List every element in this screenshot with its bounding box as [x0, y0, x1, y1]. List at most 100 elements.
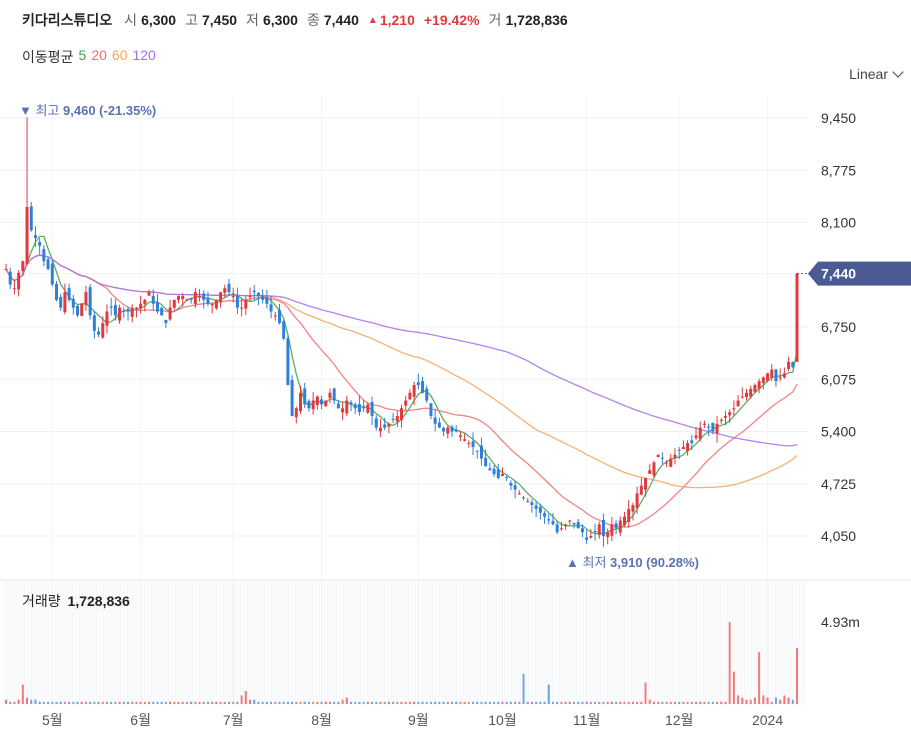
ma-line-120	[5, 254, 798, 447]
scale-label: Linear	[849, 66, 888, 82]
candle-body	[261, 295, 265, 300]
candle-body	[597, 524, 601, 536]
volume-bar	[749, 699, 752, 704]
volume-bar	[442, 701, 445, 704]
volume-bar	[606, 701, 609, 704]
volume-bar	[169, 701, 172, 704]
volume-bar	[724, 701, 727, 704]
candle-body	[635, 493, 639, 508]
volume-bar	[619, 701, 622, 704]
candle-body	[677, 449, 681, 451]
volume-bar	[488, 701, 491, 704]
volume-bar	[657, 701, 660, 704]
candle-body	[256, 292, 260, 297]
volume-bar	[707, 701, 710, 704]
candle-body	[530, 502, 534, 506]
volume-label: 거	[488, 12, 502, 28]
candle-body	[67, 288, 71, 300]
candle-body	[534, 505, 538, 509]
candle-body	[168, 307, 172, 320]
candle-body	[526, 501, 530, 503]
volume-bar	[223, 701, 226, 704]
volume-bar	[396, 701, 399, 704]
candle-body	[303, 388, 307, 405]
volume-bar	[758, 652, 761, 704]
volume-bar	[737, 695, 740, 704]
candle-body	[601, 519, 605, 536]
volume-bar	[366, 701, 369, 704]
volume-bar	[661, 701, 664, 704]
volume-bar	[787, 697, 790, 704]
volume-bar	[783, 695, 786, 704]
candle-body	[227, 283, 231, 293]
candle-body	[496, 469, 500, 478]
volume-bar	[156, 701, 159, 704]
volume-bar	[501, 701, 504, 704]
candle-body	[681, 446, 685, 450]
volume-bar	[76, 701, 79, 704]
candle-body	[639, 485, 643, 495]
scale-dropdown[interactable]: Linear	[849, 66, 904, 82]
volume-bar	[59, 701, 62, 704]
candle-body	[332, 388, 336, 401]
candle-body	[17, 272, 21, 290]
volume-bar	[631, 701, 634, 704]
volume-bar	[732, 671, 735, 704]
candle-body	[172, 299, 176, 308]
volume-bar	[695, 701, 698, 704]
volume-bar	[354, 701, 357, 704]
volume-bar	[745, 699, 748, 704]
volume-bar	[17, 699, 20, 704]
candle-body	[408, 392, 412, 400]
candle-body	[38, 242, 42, 246]
y-tick-label: 4,725	[821, 476, 856, 492]
volume-bar	[716, 701, 719, 704]
y-tick-label: 5,400	[821, 424, 856, 440]
volume-bar	[143, 701, 146, 704]
volume-bar	[518, 701, 521, 704]
x-tick-label: 12월	[665, 712, 693, 728]
candle-body	[248, 296, 252, 298]
candle-body	[164, 319, 168, 324]
volume-bar	[636, 701, 639, 704]
volume-bar	[476, 701, 479, 704]
candle-body	[294, 408, 298, 418]
candle-body	[728, 412, 732, 416]
candle-body	[404, 400, 408, 406]
volume-bar	[400, 701, 403, 704]
candle-body	[160, 307, 164, 316]
volume-bar	[408, 701, 411, 704]
volume-bar	[564, 701, 567, 704]
candle-body	[155, 302, 159, 312]
candle-body	[244, 299, 248, 309]
volume-bar	[291, 701, 294, 704]
candle-body	[214, 299, 218, 309]
volume-bar	[581, 701, 584, 704]
volume-bar	[615, 701, 618, 704]
candle-body	[690, 440, 694, 444]
volume-bar	[42, 701, 45, 704]
candle-body	[286, 338, 290, 386]
y-tick-label: 8,775	[821, 162, 856, 178]
volume-bar	[84, 701, 87, 704]
candle-body	[749, 388, 753, 397]
y-tick-label: 6,075	[821, 371, 856, 387]
candle-body	[54, 283, 58, 300]
candle-body	[505, 476, 509, 478]
candle-body	[151, 295, 155, 304]
candle-body	[433, 417, 437, 424]
volume-bar	[404, 701, 407, 704]
volume-bar	[791, 699, 794, 704]
volume-bar	[455, 701, 458, 704]
x-tick-label: 10월	[488, 712, 516, 728]
candle-body	[686, 443, 690, 451]
volume-bar	[493, 701, 496, 704]
candle-body	[219, 292, 223, 303]
volume-bar	[514, 701, 517, 704]
volume-bar	[105, 701, 108, 704]
moving-average-legend[interactable]: 이동평균 5 20 60 120	[22, 47, 156, 67]
change-percent: +19.42%	[423, 12, 480, 28]
candle-body	[421, 381, 425, 393]
volume-bar	[68, 701, 71, 704]
